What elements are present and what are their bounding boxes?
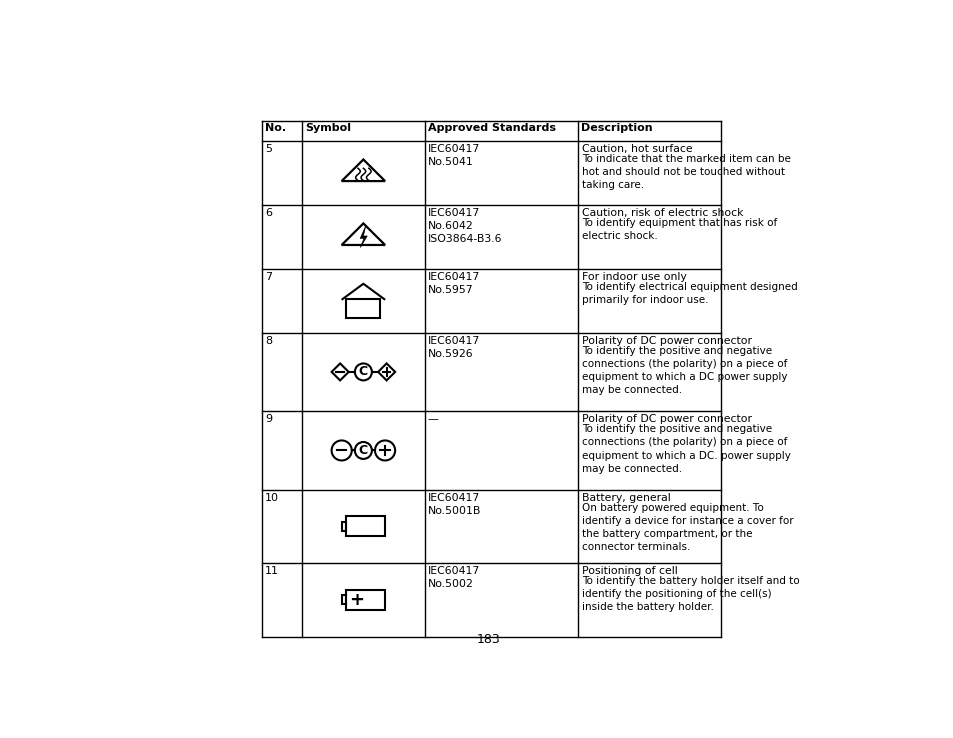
Text: Symbol: Symbol bbox=[305, 123, 351, 134]
Text: 11: 11 bbox=[265, 566, 278, 576]
Text: 9: 9 bbox=[265, 414, 272, 424]
Text: On battery powered equipment. To
identify a device for instance a cover for
the : On battery powered equipment. To identif… bbox=[581, 503, 793, 553]
Text: Caution, risk of electric shock: Caution, risk of electric shock bbox=[581, 208, 742, 218]
Text: 5: 5 bbox=[265, 144, 272, 154]
Text: Positioning of cell: Positioning of cell bbox=[581, 566, 677, 576]
Text: IEC60417
No.5957: IEC60417 No.5957 bbox=[427, 272, 479, 295]
Text: To identify electrical equipment designed
primarily for indoor use.: To identify electrical equipment designe… bbox=[581, 282, 797, 305]
Text: Description: Description bbox=[580, 123, 652, 134]
Text: 7: 7 bbox=[265, 272, 272, 282]
Text: IEC60417
No.5002: IEC60417 No.5002 bbox=[427, 566, 479, 589]
Text: Polarity of DC power connector: Polarity of DC power connector bbox=[581, 414, 751, 424]
Text: C: C bbox=[358, 365, 368, 379]
Text: 8: 8 bbox=[265, 336, 272, 345]
Text: Caution, hot surface: Caution, hot surface bbox=[581, 144, 692, 154]
Text: IEC60417
No.5041: IEC60417 No.5041 bbox=[427, 144, 479, 168]
Text: No.: No. bbox=[265, 123, 286, 134]
Text: Polarity of DC power connector: Polarity of DC power connector bbox=[581, 336, 751, 345]
Text: Approved Standards: Approved Standards bbox=[427, 123, 555, 134]
Text: IEC60417
No.6042
ISO3864-B3.6: IEC60417 No.6042 ISO3864-B3.6 bbox=[427, 208, 501, 244]
Text: —: — bbox=[427, 414, 438, 424]
Text: IEC60417
No.5926: IEC60417 No.5926 bbox=[427, 336, 479, 359]
Text: To identify the positive and negative
connections (the polarity) on a piece of
e: To identify the positive and negative co… bbox=[581, 345, 786, 396]
Polygon shape bbox=[360, 226, 367, 247]
Bar bbox=[346, 299, 380, 317]
Text: 183: 183 bbox=[476, 632, 500, 646]
Text: 6: 6 bbox=[265, 208, 272, 218]
Text: +: + bbox=[349, 591, 363, 609]
Bar bbox=[341, 522, 346, 531]
Text: C: C bbox=[358, 444, 368, 457]
Text: To identify the battery holder itself and to
identify the positioning of the cel: To identify the battery holder itself an… bbox=[581, 576, 799, 613]
Bar bbox=[346, 517, 385, 537]
Text: To identify the positive and negative
connections (the polarity) on a piece of
e: To identify the positive and negative co… bbox=[581, 424, 790, 474]
Text: IEC60417
No.5001B: IEC60417 No.5001B bbox=[427, 493, 480, 516]
Text: To identify equipment that has risk of
electric shock.: To identify equipment that has risk of e… bbox=[581, 218, 777, 241]
Bar bbox=[346, 590, 385, 610]
Text: To indicate that the marked item can be
hot and should not be touched without
ta: To indicate that the marked item can be … bbox=[581, 154, 790, 190]
Text: 10: 10 bbox=[265, 493, 278, 503]
Bar bbox=[341, 596, 346, 604]
Text: For indoor use only: For indoor use only bbox=[581, 272, 686, 282]
Text: Battery, general: Battery, general bbox=[581, 493, 670, 503]
